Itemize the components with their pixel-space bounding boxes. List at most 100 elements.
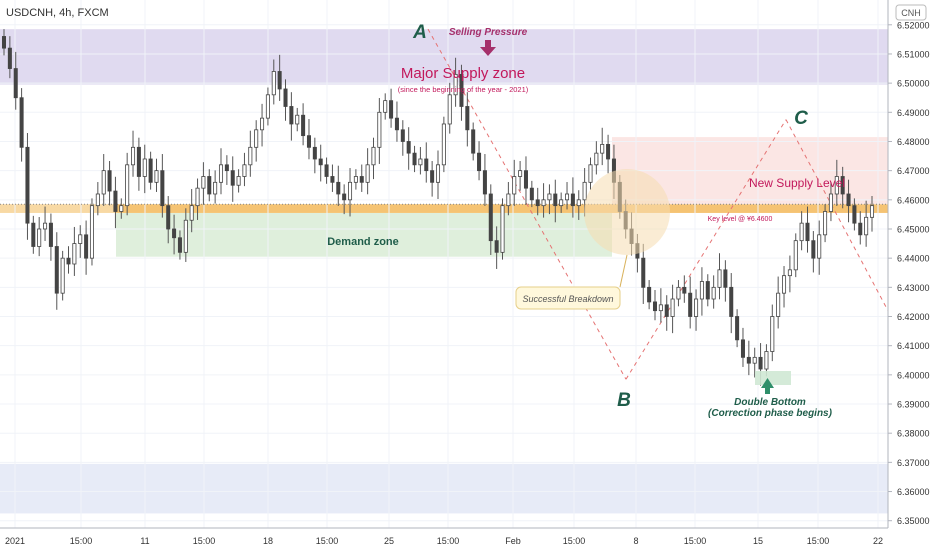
time-tick-label: 8 [633,536,638,546]
candle-body [435,164,441,183]
candle-body [336,181,341,195]
candle-body [641,257,646,288]
candle-body [1,36,7,49]
candle-body [101,170,106,195]
price-tick-label: 6.35000 [897,516,930,526]
candle-body [547,193,552,201]
candle-body [365,164,370,183]
candle-body [154,170,159,183]
candle-body [394,117,399,131]
time-tick-label: 18 [263,536,273,546]
candle-body [694,298,699,317]
candle-body [518,170,523,177]
time-tick-label: Feb [505,536,521,546]
candle-body [770,316,775,352]
candle-body [840,176,845,195]
candle-body [377,111,382,148]
candle-body [406,141,411,154]
candle-body [119,205,124,212]
candle-body [213,181,218,195]
candle-body [735,316,740,341]
candle-body [588,164,593,183]
candle-body [37,228,42,247]
candle-body [359,176,364,183]
price-tick-label: 6.50000 [897,79,930,89]
candle-body [559,199,564,207]
candle-body [606,143,611,160]
candle-body [348,181,353,201]
candle-body [447,94,452,125]
candle-body [441,123,446,166]
candle-body [576,199,581,207]
major-supply-sublabel: (since the beginning of the year - 2021) [398,85,529,94]
price-tick-label: 6.49000 [897,108,930,118]
candle-body [500,205,505,253]
candle-body [260,117,265,131]
candle-body [230,170,235,186]
time-tick-label: 15:00 [437,536,460,546]
candle-body [506,193,511,207]
label-a: A [412,22,427,43]
candle-body [160,170,165,207]
candle-body [570,193,575,207]
label-b: B [617,390,631,411]
new-supply-label: New Supply Level [749,176,845,190]
price-badge[interactable] [895,4,927,21]
candle-body [418,158,423,166]
candle-body [43,222,48,230]
time-tick-label: 2021 [5,536,25,546]
candle-body [676,286,681,300]
candle-body [136,146,141,177]
candle-body [594,152,599,166]
candle-body [852,205,857,224]
candle-body [717,269,722,288]
time-tick-label: 15:00 [684,536,707,546]
price-tick-label: 6.47000 [897,166,930,176]
candle-body [254,129,259,148]
candle-body [66,257,71,265]
candle-body [72,243,77,265]
price-tick-label: 6.42000 [897,312,930,322]
candle-body [529,187,534,201]
candle-body [430,170,435,183]
candle-body [705,281,710,300]
candle-body [523,170,528,189]
price-tick-label: 6.38000 [897,429,930,439]
price-tick-label: 6.48000 [897,137,930,147]
candle-body [389,100,394,119]
time-axis-bg [0,528,932,550]
candle-body [740,339,745,358]
candle-body [535,199,540,207]
candle-body [236,176,241,186]
candle-body [553,193,558,207]
candle-body [400,129,405,142]
candle-body [846,193,851,207]
time-tick-label: 15:00 [563,536,586,546]
candle-body [306,135,311,148]
candle-body [424,158,429,172]
candle-body [131,146,136,166]
candle-body [752,356,757,364]
symbol-label: USDCNH, 4h, FXCM [6,7,109,19]
candle-body [647,286,652,303]
candle-body [459,73,464,107]
candle-body [277,71,282,90]
candle-body [125,164,130,207]
time-tick-label: 22 [873,536,883,546]
double-bottom-label: Double Bottom [734,397,806,408]
candle-body [312,146,317,160]
candle-body [664,304,669,317]
candle-body [201,176,206,189]
double-bottom-arrow [761,378,774,394]
candle-body [113,190,118,212]
price-axis-bg [888,0,932,550]
candle-body [383,100,388,113]
time-tick-label: 15:00 [70,536,93,546]
candle-body [195,187,200,207]
candle-body [799,222,804,242]
candle-body [746,356,751,364]
candle-body [84,234,89,259]
